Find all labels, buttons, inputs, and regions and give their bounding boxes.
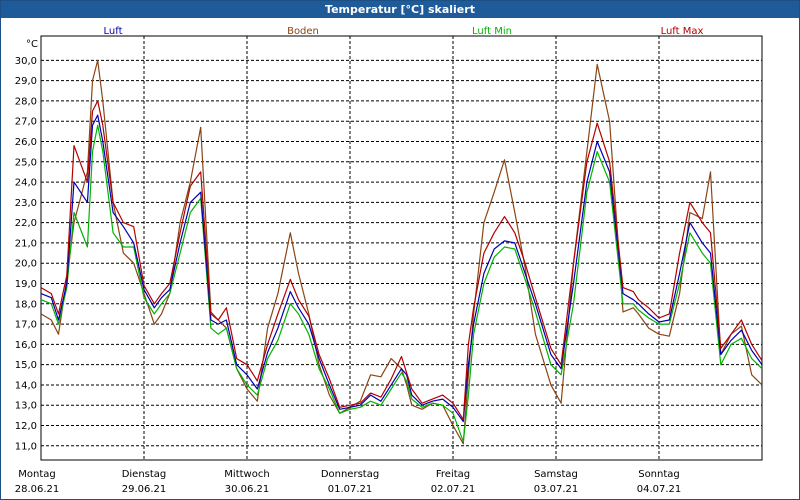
y-tick-label: 27,0 — [15, 117, 37, 128]
y-tick-label: 18,0 — [15, 299, 37, 310]
legend-item: Boden — [287, 26, 319, 37]
y-tick-label: 17,0 — [15, 320, 37, 331]
day-label: Freitag — [436, 469, 470, 480]
date-label: 30.06.21 — [225, 484, 270, 495]
y-tick-label: 30,0 — [15, 56, 37, 67]
legend-item: Luft Max — [661, 26, 704, 37]
series-line-luft-min — [40, 124, 763, 443]
day-label: Sonntag — [638, 469, 680, 480]
window-title: Temperatur [°C] skaliert — [1, 1, 799, 18]
y-tick-label: 11,0 — [15, 441, 37, 452]
y-tick-label: 22,0 — [15, 218, 37, 229]
legend-item: Luft Min — [472, 26, 512, 37]
day-label: Montag — [18, 469, 55, 480]
day-label: Donnerstag — [321, 469, 379, 480]
series-lines — [40, 59, 763, 445]
day-label: Mittwoch — [224, 469, 269, 480]
plot-area — [40, 35, 763, 461]
date-label: 04.07.21 — [637, 484, 682, 495]
y-tick-label: 25,0 — [15, 157, 37, 168]
date-label: 02.07.21 — [431, 484, 476, 495]
grid-lines — [41, 36, 762, 460]
date-label: 28.06.21 — [15, 484, 60, 495]
date-label: 01.07.21 — [328, 484, 373, 495]
y-tick-label: 24,0 — [15, 178, 37, 189]
series-line-luft-max — [40, 100, 763, 420]
y-tick-label: 26,0 — [15, 137, 37, 148]
day-label: Samstag — [534, 469, 578, 480]
date-label: 03.07.21 — [534, 484, 579, 495]
y-tick-label: 20,0 — [15, 259, 37, 270]
y-tick-label: 12,0 — [15, 421, 37, 432]
y-tick-label: 15,0 — [15, 360, 37, 371]
y-tick-label: 29,0 — [15, 76, 37, 87]
y-axis-ticks: 11,0 12,0 13,0 14,0 15,0 16,0 17,0 18,0 19,0 20,0… — [15, 56, 37, 452]
date-label: 29.06.21 — [122, 484, 167, 495]
y-tick-label: 16,0 — [15, 340, 37, 351]
y-tick-label: 23,0 — [15, 198, 37, 209]
y-axis-unit-label: °C — [26, 39, 38, 50]
x-axis-day-labels: Montag 28.06.21 Dienstag 29.06.21 Mittwoch 30… — [15, 469, 682, 495]
y-tick-label: 28,0 — [15, 96, 37, 107]
day-label: Dienstag — [122, 469, 167, 480]
legend: Luft Boden Luft Min Luft Max — [104, 26, 704, 37]
series-line-boden — [40, 59, 763, 445]
y-tick-label: 13,0 — [15, 401, 37, 412]
series-line-luft — [40, 114, 763, 423]
y-tick-label: 19,0 — [15, 279, 37, 290]
y-tick-label: 14,0 — [15, 380, 37, 391]
legend-item: Luft — [104, 26, 123, 37]
y-tick-label: 21,0 — [15, 238, 37, 249]
